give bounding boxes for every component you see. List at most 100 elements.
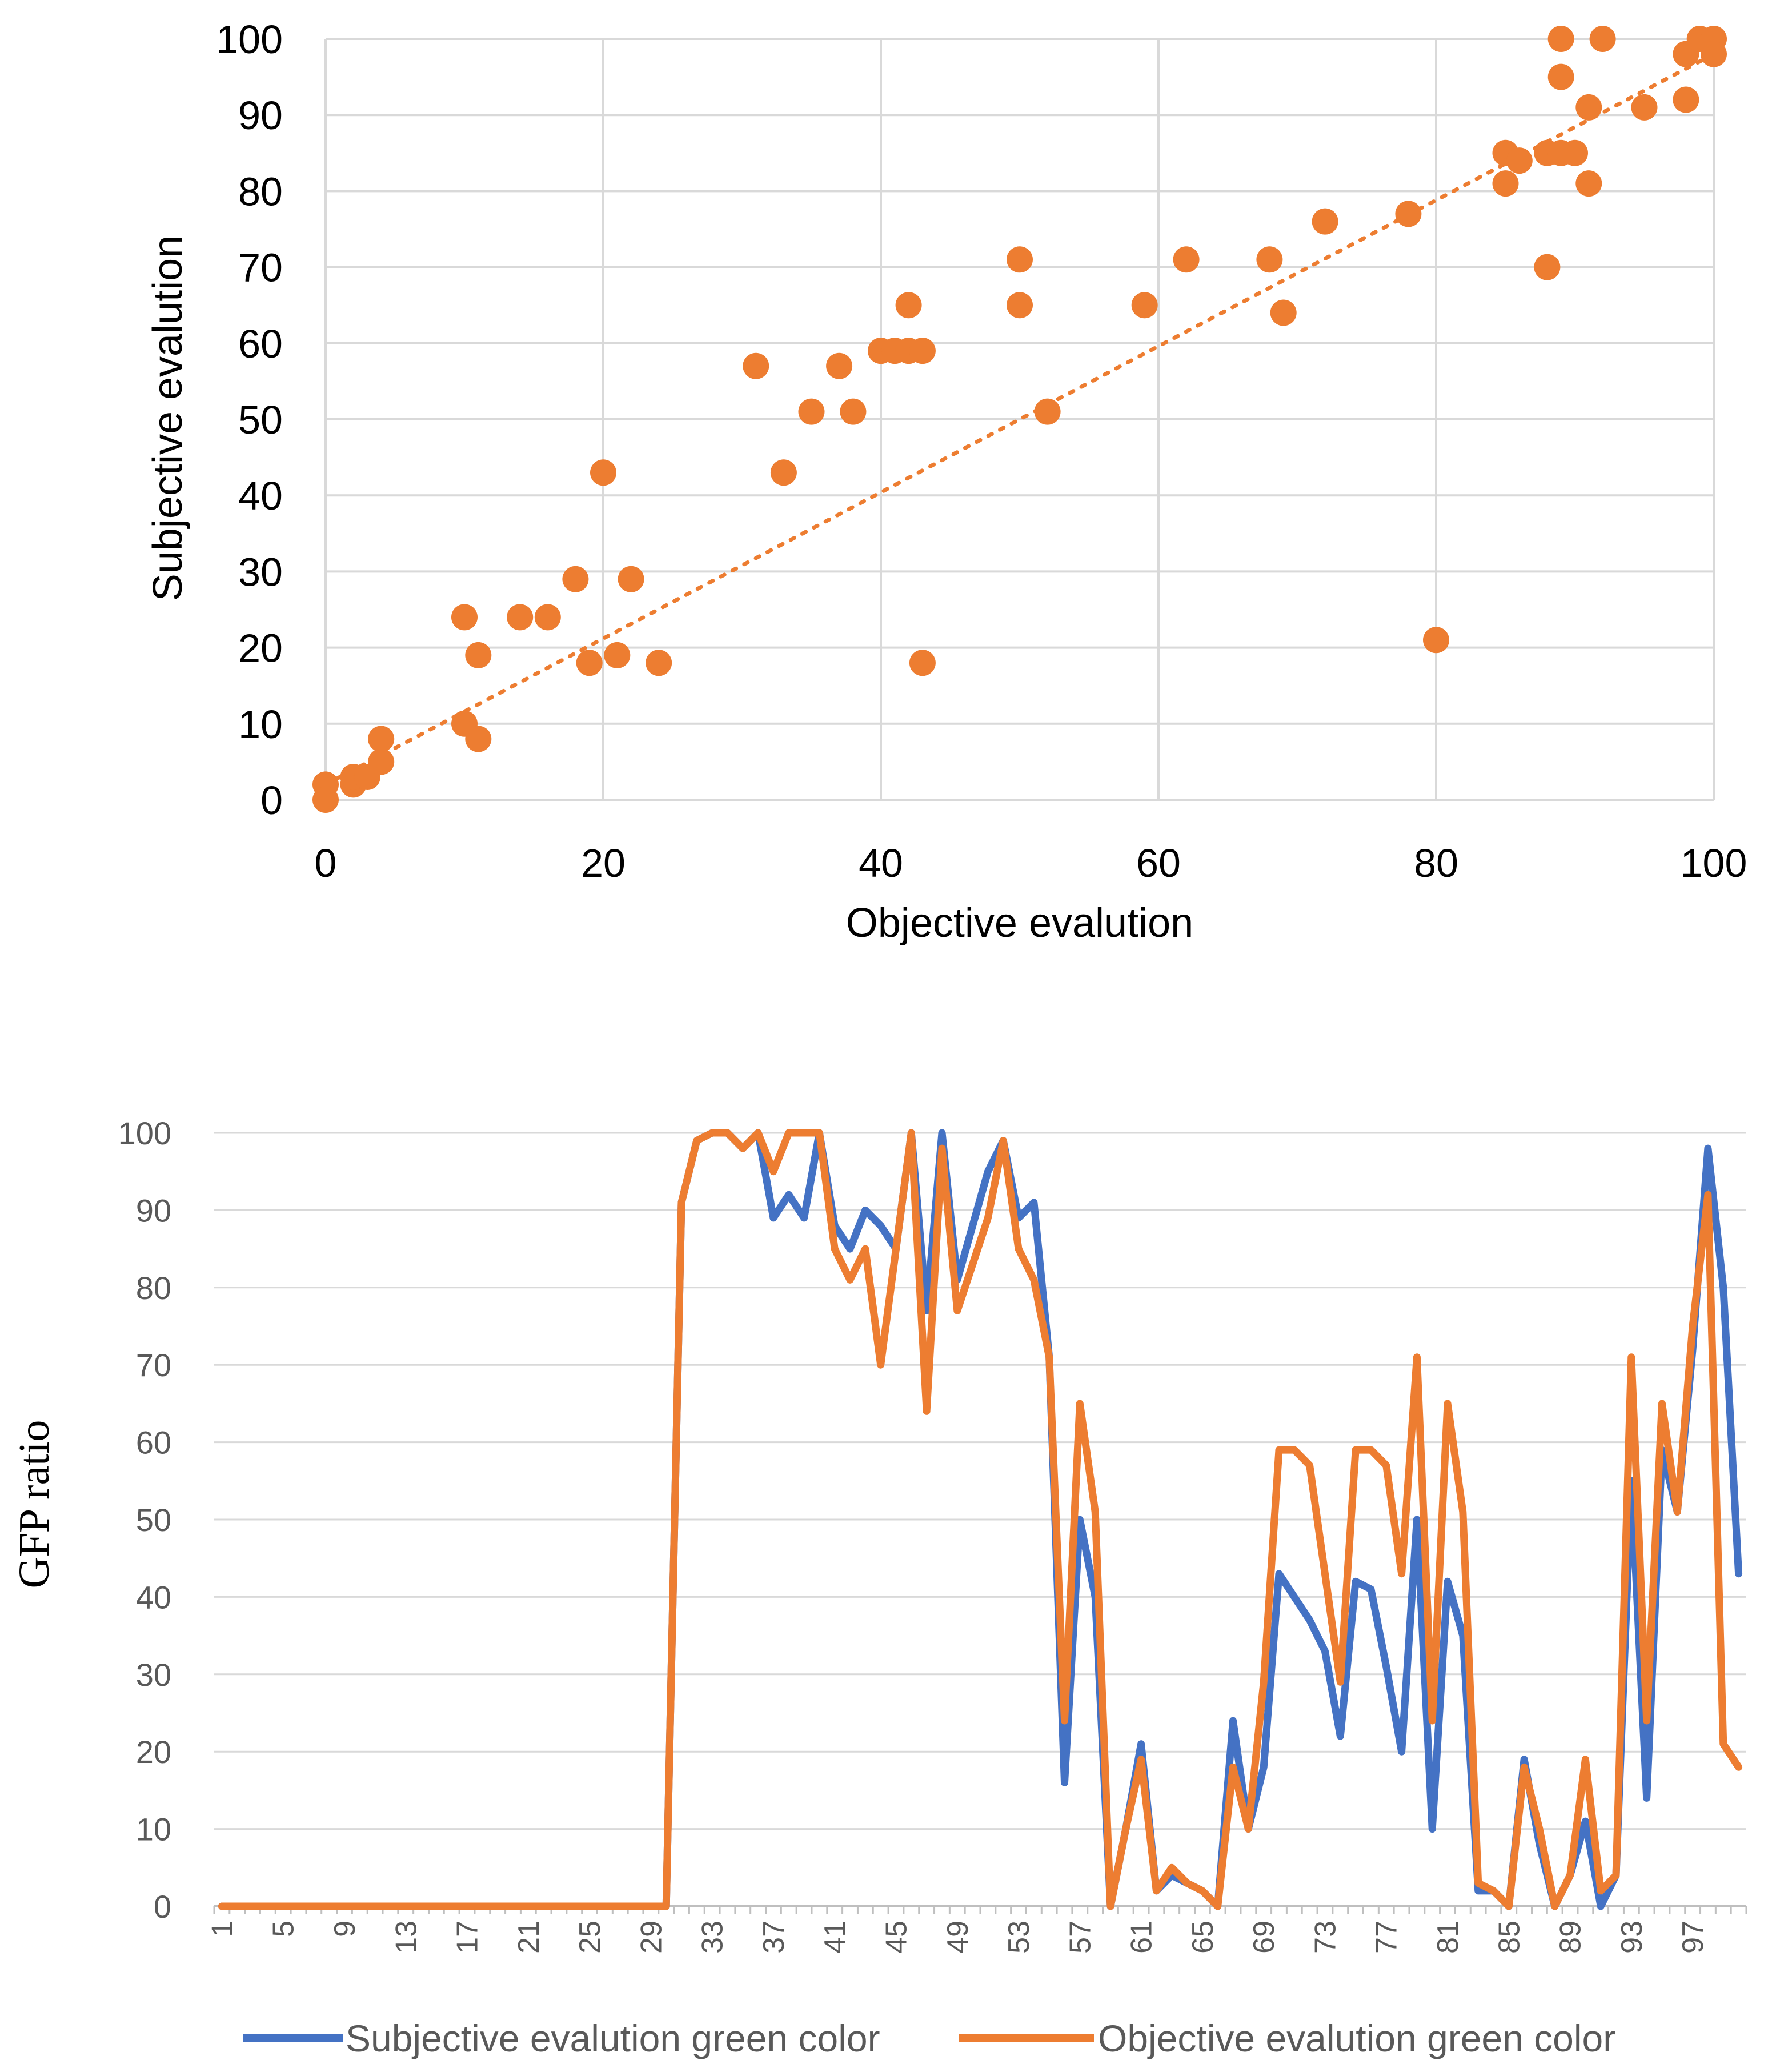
scatter-point	[1007, 246, 1033, 273]
line-y-axis-title: GFP ratio	[10, 1420, 58, 1589]
line-y-tick-label: 0	[154, 1889, 171, 1925]
scatter-y-tick-label: 50	[238, 398, 283, 442]
line-x-tick-label: 33	[696, 1921, 729, 1954]
scatter-y-tick-label: 10	[238, 702, 283, 747]
scatter-y-axis-title: Subjective evalution	[145, 235, 191, 601]
line-x-tick-label: 81	[1432, 1921, 1465, 1954]
line-y-tick-label: 10	[136, 1812, 171, 1847]
line-x-tick-label: 5	[267, 1921, 300, 1937]
line-x-tick-label: 29	[635, 1921, 668, 1954]
scatter-y-tick-label: 0	[260, 778, 283, 823]
scatter-point	[618, 566, 644, 592]
scatter-point	[1131, 292, 1158, 319]
line-x-tick-label: 37	[757, 1921, 791, 1954]
scatter-point	[798, 398, 825, 425]
scatter-point	[1007, 292, 1033, 319]
line-x-tick-label: 45	[880, 1921, 913, 1954]
scatter-y-tick-label: 30	[238, 550, 283, 594]
line-x-tick-label: 49	[941, 1921, 975, 1954]
scatter-x-tick-label: 60	[1136, 841, 1181, 885]
scatter-y-tick-label: 20	[238, 626, 283, 671]
line-chart: 0 10 20 30 40 50 60 70 80 90 100 1 5 9 13 17 21 25 29 33 37…	[10, 1115, 1747, 2059]
line-y-tick-label: 80	[136, 1270, 171, 1306]
scatter-point	[826, 352, 853, 379]
line-x-tick-label: 21	[512, 1921, 546, 1954]
scatter-point	[590, 459, 616, 486]
scatter-y-tick-label: 40	[238, 474, 283, 518]
line-x-tick-label: 25	[574, 1921, 607, 1954]
scatter-point	[368, 726, 395, 752]
line-y-tick-label: 90	[136, 1192, 171, 1228]
line-x-tick-label: 17	[451, 1921, 484, 1954]
scatter-point	[1423, 627, 1449, 654]
scatter-point	[743, 352, 769, 379]
scatter-y-tick-labels: 0 10 20 30 40 50 60 70 80 90 100	[216, 17, 283, 823]
scatter-point	[1534, 254, 1561, 280]
line-x-tick-label: 77	[1370, 1921, 1404, 1954]
scatter-point	[1312, 208, 1338, 235]
scatter-point	[1589, 26, 1616, 52]
scatter-point	[1395, 201, 1422, 227]
line-x-tick-label: 53	[1003, 1921, 1036, 1954]
scatter-trendline-line	[323, 52, 1716, 787]
scatter-x-tick-label: 20	[581, 841, 626, 885]
line-x-tick-label: 89	[1554, 1921, 1587, 1954]
line-x-tick-label: 69	[1248, 1921, 1281, 1954]
scatter-point	[895, 292, 922, 319]
scatter-point	[909, 338, 936, 364]
scatter-x-tick-label: 100	[1681, 841, 1747, 885]
line-x-tick-labels: 1 5 9 13 17 21 25 29 33 37 41 45 49 53 57 61 65 69 73 77 81 8…	[206, 1921, 1710, 1954]
scatter-point	[562, 566, 589, 592]
scatter-point	[604, 642, 631, 668]
scatter-point	[465, 726, 492, 752]
scatter-y-tick-label: 100	[216, 17, 283, 62]
line-x-tick-label: 61	[1125, 1921, 1158, 1954]
scatter-point	[909, 650, 936, 676]
scatter-trendline	[323, 52, 1716, 787]
line-x-tick-label: 65	[1186, 1921, 1220, 1954]
line-y-tick-label: 20	[136, 1734, 171, 1770]
line-y-tick-label: 60	[136, 1425, 171, 1461]
scatter-point	[1547, 26, 1574, 52]
scatter-points	[312, 26, 1727, 813]
line-x-tick-label: 57	[1064, 1921, 1097, 1954]
scatter-y-tick-label: 90	[238, 93, 283, 138]
line-y-tick-label: 50	[136, 1502, 171, 1538]
scatter-chart: 0 10 20 30 40 50 60 70 80 90 100 0 20 40 60 80 100 Obje…	[145, 17, 1747, 946]
line-y-tick-label: 100	[118, 1115, 171, 1151]
scatter-point	[534, 604, 561, 631]
line-x-tick-label: 93	[1615, 1921, 1649, 1954]
scatter-point	[1034, 398, 1061, 425]
line-legend: Subjective evalution green color Objecti…	[243, 2017, 1615, 2059]
scatter-y-tick-label: 80	[238, 169, 283, 214]
scatter-point	[770, 459, 797, 486]
line-y-tick-label: 30	[136, 1657, 171, 1693]
legend-label-subjective: Subjective evalution green color	[346, 2017, 880, 2059]
scatter-x-tick-label: 0	[315, 841, 337, 885]
scatter-point	[1492, 170, 1519, 197]
line-y-tick-label: 70	[136, 1347, 171, 1383]
scatter-point	[1173, 246, 1200, 273]
scatter-x-tick-label: 40	[859, 841, 903, 885]
scatter-point	[840, 398, 867, 425]
scatter-gridlines	[324, 38, 1715, 800]
line-y-tick-labels: 0 10 20 30 40 50 60 70 80 90 100	[118, 1115, 171, 1925]
scatter-x-tick-label: 80	[1414, 841, 1458, 885]
line-x-tick-label: 85	[1493, 1921, 1526, 1954]
series-line-objective	[218, 1129, 1743, 1910]
scatter-point	[1673, 86, 1699, 113]
scatter-y-tick-label: 60	[238, 322, 283, 366]
line-x-tick-label: 73	[1309, 1921, 1342, 1954]
scatter-y-tick-label: 70	[238, 246, 283, 290]
scatter-x-tick-labels: 0 20 40 60 80 100	[315, 841, 1747, 885]
scatter-point	[1701, 41, 1727, 67]
scatter-point	[1562, 139, 1588, 166]
line-x-tick-label: 97	[1677, 1921, 1710, 1954]
scatter-point	[451, 604, 478, 631]
scatter-point	[507, 604, 534, 631]
scatter-point	[368, 748, 395, 775]
scatter-point	[312, 787, 339, 813]
scatter-point	[1506, 147, 1533, 174]
line-series	[218, 1129, 1743, 1910]
